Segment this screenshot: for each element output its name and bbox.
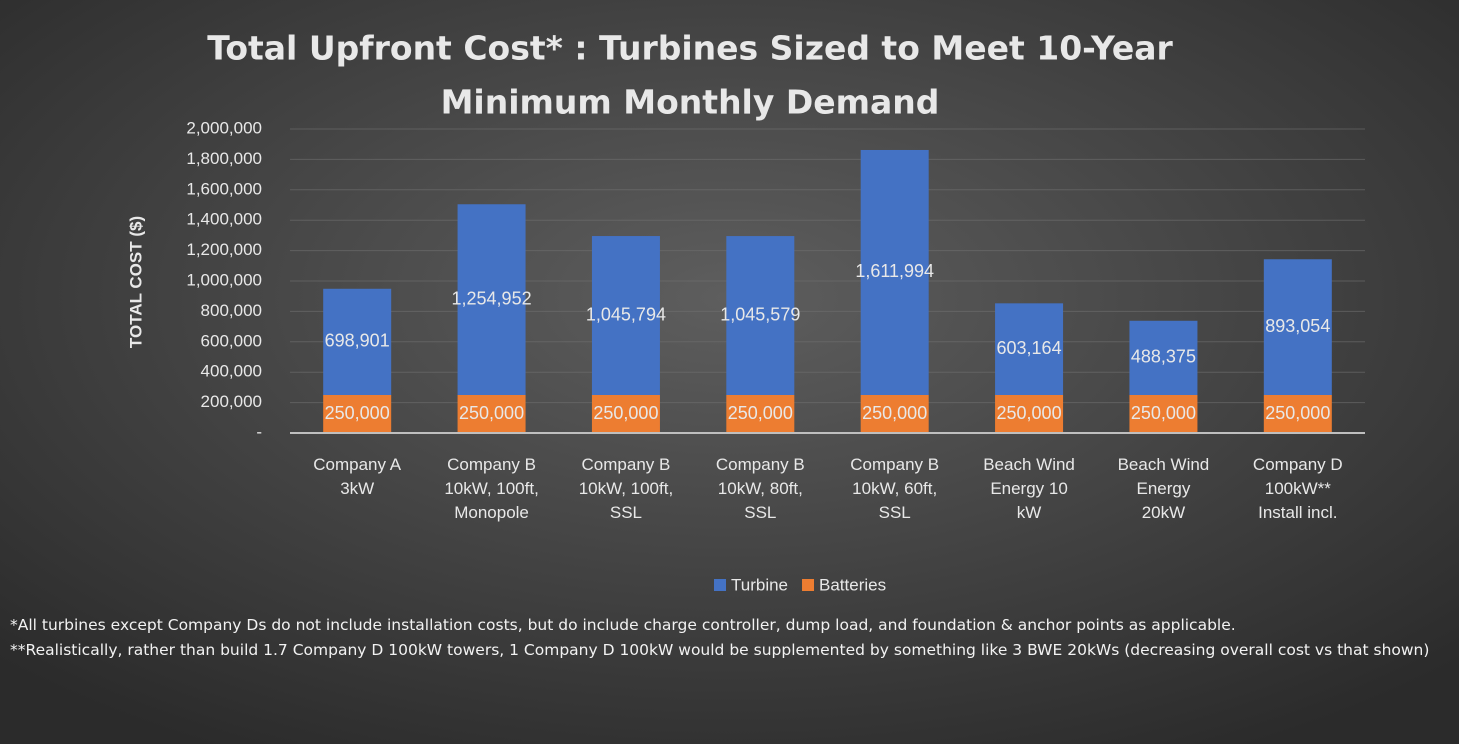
y-tick-label: 2,000,000: [186, 118, 262, 137]
y-tick-label: 1,000,000: [186, 270, 262, 289]
x-tick-label: Company B 10kW, 80ft, SSL: [716, 455, 805, 522]
data-label: 1,045,579: [720, 304, 800, 324]
bar-segment: [1129, 320, 1198, 395]
x-tick-label-line: Company D: [1253, 455, 1343, 474]
data-label: 250,000: [862, 403, 927, 423]
bar-segment: [591, 236, 660, 395]
x-tick-label: Company A 3kW: [313, 455, 402, 498]
data-label: 488,375: [1131, 347, 1196, 367]
y-tick-label: 600,000: [201, 331, 262, 350]
y-tick-label: 1,800,000: [186, 149, 262, 168]
bar-segment: [995, 303, 1064, 395]
data-label: 893,054: [1265, 316, 1330, 336]
x-tick-label-line: SSL: [610, 503, 642, 522]
chart-title: Minimum Monthly Demand: [441, 83, 940, 122]
x-tick-label: Beach Wind Energy 20kW: [1118, 455, 1210, 522]
bar-segment: [995, 395, 1064, 433]
data-label: 1,045,794: [586, 304, 666, 324]
bar-segment: [860, 395, 929, 433]
y-tick-label: -: [256, 422, 262, 441]
data-label: 1,611,994: [855, 261, 934, 281]
bar-segment: [457, 395, 526, 433]
data-label: 250,000: [593, 403, 658, 423]
x-tick-label-line: Company B: [850, 455, 939, 474]
x-tick-label-line: 10kW, 60ft,: [852, 479, 937, 498]
bar-segment: [1129, 395, 1198, 433]
data-label: 250,000: [325, 403, 390, 423]
x-tick-label-line: SSL: [744, 503, 776, 522]
bar-segment: [860, 149, 929, 395]
x-tick-label-line: 20kW: [1142, 503, 1185, 522]
legend-label: Batteries: [819, 575, 886, 594]
x-tick-label-line: Company B: [716, 455, 805, 474]
data-label: 698,901: [325, 331, 390, 351]
x-tick-label-line: 100kW**: [1265, 479, 1332, 498]
legend-swatch: [802, 579, 815, 591]
data-label: 250,000: [1131, 403, 1196, 423]
chart-title: Total Upfront Cost* : Turbines Sized to …: [207, 29, 1173, 68]
x-tick-label-line: SSL: [879, 503, 911, 522]
x-tick-label: Company B 10kW, 100ft, Monopole: [444, 455, 539, 522]
x-tick-label-line: 3kW: [340, 479, 374, 498]
x-tick-label-line: Company B: [447, 455, 536, 474]
data-label: 1,254,952: [452, 288, 532, 308]
bar-segment: [1263, 395, 1332, 433]
x-tick-label-line: Company B: [582, 455, 671, 474]
y-tick-label: 800,000: [201, 301, 262, 320]
bar-segment: [1263, 259, 1332, 395]
x-tick-label-line: kW: [1017, 503, 1042, 522]
data-label: 250,000: [459, 403, 524, 423]
bar-segment: [457, 204, 526, 395]
x-tick-label-line: Company A: [313, 455, 402, 474]
footnote: **Realistically, rather than build 1.7 C…: [10, 641, 1430, 659]
x-tick-label-line: Beach Wind: [1118, 455, 1210, 474]
x-tick-label-line: Beach Wind: [983, 455, 1075, 474]
bar-segment: [726, 236, 795, 395]
data-label: 250,000: [728, 403, 793, 423]
bar-segment: [591, 395, 660, 433]
y-tick-label: 200,000: [201, 392, 262, 411]
data-label: 250,000: [997, 403, 1062, 423]
y-tick-label: 1,400,000: [186, 210, 262, 229]
x-tick-label: Company B 10kW, 60ft, SSL: [850, 455, 939, 522]
x-tick-label-line: Install incl.: [1258, 503, 1337, 522]
x-tick-label: Beach Wind Energy 10 kW: [983, 455, 1075, 522]
bar-segment: [323, 395, 392, 433]
x-tick-label: Company B 10kW, 100ft, SSL: [579, 455, 674, 522]
x-tick-label-line: Monopole: [454, 503, 529, 522]
data-label: 250,000: [1265, 403, 1330, 423]
y-tick-label: 1,200,000: [186, 240, 262, 259]
x-tick-label-line: 10kW, 100ft,: [444, 479, 539, 498]
bar-segment: [323, 288, 392, 395]
bar-segment: [726, 395, 795, 433]
x-tick-label: Company D 100kW** Install incl.: [1253, 455, 1343, 522]
footnotes: *All turbines except Company Ds do not i…: [10, 614, 1430, 664]
footnote: *All turbines except Company Ds do not i…: [10, 616, 1236, 634]
y-tick-label: 1,600,000: [186, 179, 262, 198]
x-tick-label-line: Energy 10: [990, 479, 1068, 498]
x-tick-label-line: 10kW, 100ft,: [579, 479, 674, 498]
y-axis-label: TOTAL COST ($): [126, 216, 145, 348]
legend-swatch: [714, 579, 726, 591]
x-tick-label-line: 10kW, 80ft,: [718, 479, 803, 498]
x-tick-label-line: Energy: [1137, 479, 1191, 498]
data-label: 603,164: [997, 338, 1062, 358]
legend-label: Turbine: [731, 575, 788, 594]
y-tick-label: 400,000: [201, 362, 262, 381]
